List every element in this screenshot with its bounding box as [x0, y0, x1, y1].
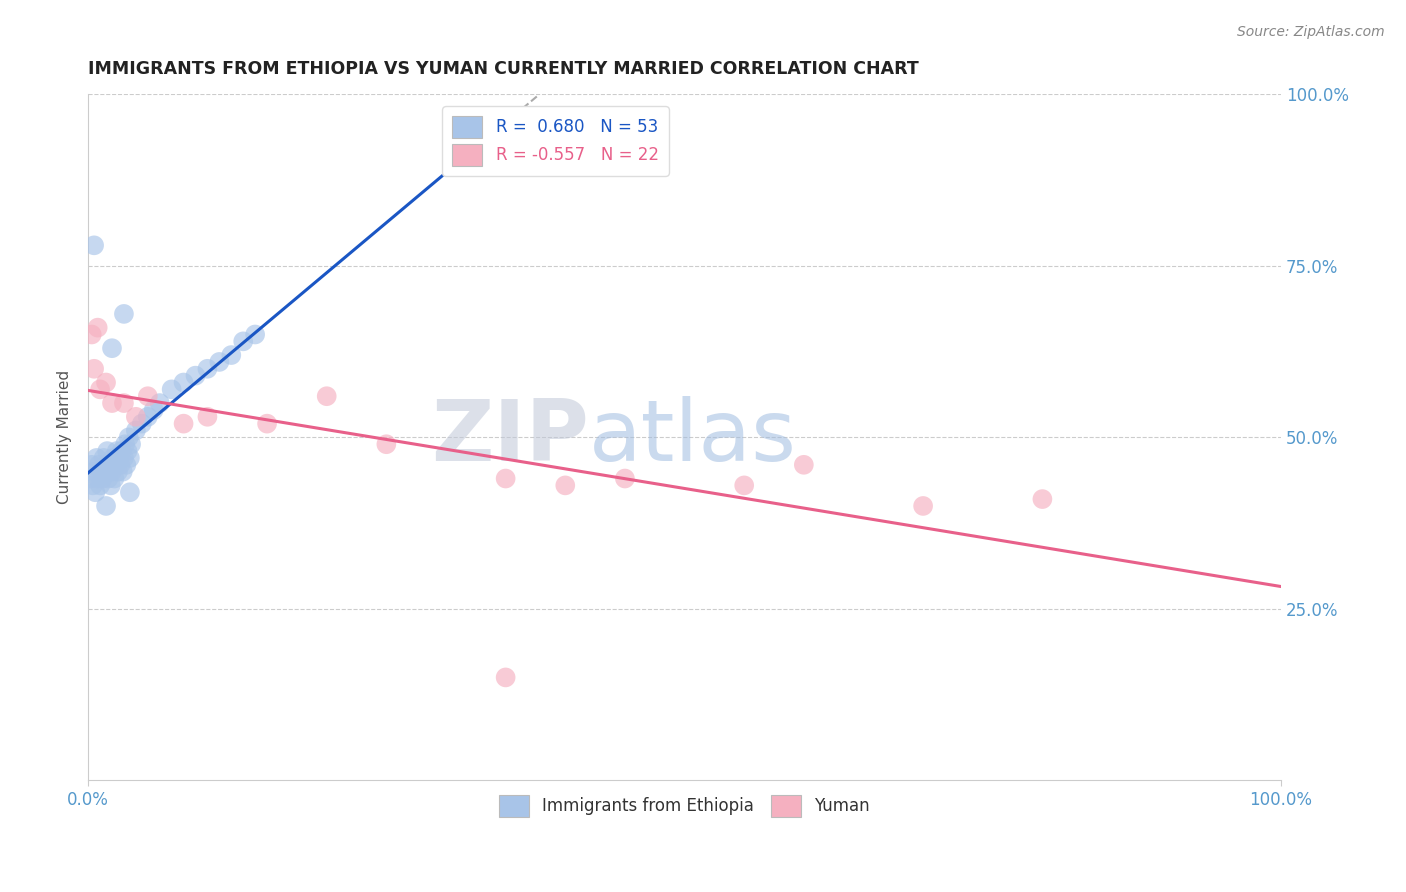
Point [495, 471, 517, 485]
Point [131, 417, 153, 431]
Point [101, 396, 124, 410]
Point [184, 368, 207, 383]
Point [111, 465, 134, 479]
Point [101, 465, 124, 479]
Point [149, 396, 172, 410]
Point [375, 437, 398, 451]
Point [110, 458, 132, 472]
Point [94, 458, 117, 472]
Point [118, 450, 141, 465]
Text: atlas: atlas [589, 396, 797, 479]
Point [495, 670, 517, 684]
Point [115, 458, 138, 472]
Point [142, 403, 165, 417]
Point [110, 444, 132, 458]
Point [108, 450, 131, 465]
Point [912, 499, 935, 513]
Point [256, 417, 278, 431]
Point [87, 458, 110, 472]
Text: ZIP: ZIP [432, 396, 589, 479]
Point [208, 355, 231, 369]
Point [96, 444, 118, 458]
Point [86, 450, 108, 465]
Point [79, 471, 101, 485]
Point [94, 376, 117, 390]
Point [100, 478, 122, 492]
Point [103, 471, 125, 485]
Point [793, 458, 815, 472]
Point [118, 430, 141, 444]
Text: IMMIGRANTS FROM ETHIOPIA VS YUMAN CURRENTLY MARRIED CORRELATION CHART: IMMIGRANTS FROM ETHIOPIA VS YUMAN CURREN… [89, 60, 920, 78]
Point [221, 348, 243, 362]
Point [554, 478, 576, 492]
Point [91, 471, 114, 485]
Point [94, 465, 117, 479]
Point [105, 444, 128, 458]
Legend: Immigrants from Ethiopia, Yuman: Immigrants from Ethiopia, Yuman [492, 789, 876, 823]
Point [80, 458, 103, 472]
Point [82, 478, 104, 492]
Point [89, 382, 111, 396]
Point [136, 389, 159, 403]
Point [112, 307, 135, 321]
Point [98, 458, 121, 472]
Point [101, 341, 124, 355]
Point [197, 361, 219, 376]
Point [232, 334, 254, 349]
Point [243, 327, 266, 342]
Point [80, 327, 103, 342]
Point [104, 458, 127, 472]
Point [86, 471, 108, 485]
Text: Source: ZipAtlas.com: Source: ZipAtlas.com [1237, 25, 1385, 39]
Point [160, 382, 183, 396]
Point [114, 437, 136, 451]
Point [315, 389, 337, 403]
Point [112, 450, 135, 465]
Point [733, 478, 755, 492]
Point [83, 361, 105, 376]
Point [86, 320, 108, 334]
Point [103, 450, 125, 465]
Point [197, 409, 219, 424]
Point [83, 465, 105, 479]
Point [83, 238, 105, 252]
Point [118, 485, 141, 500]
Point [93, 450, 115, 465]
Point [125, 424, 148, 438]
Point [173, 376, 195, 390]
Point [84, 485, 107, 500]
Point [120, 437, 142, 451]
Point [97, 471, 120, 485]
Point [94, 499, 117, 513]
Y-axis label: Currently Married: Currently Married [58, 370, 72, 505]
Point [117, 444, 139, 458]
Point [107, 465, 129, 479]
Point [90, 465, 112, 479]
Point [125, 409, 148, 424]
Point [1031, 492, 1053, 507]
Point [613, 471, 636, 485]
Point [89, 478, 111, 492]
Point [173, 417, 195, 431]
Point [136, 409, 159, 424]
Point [112, 396, 135, 410]
